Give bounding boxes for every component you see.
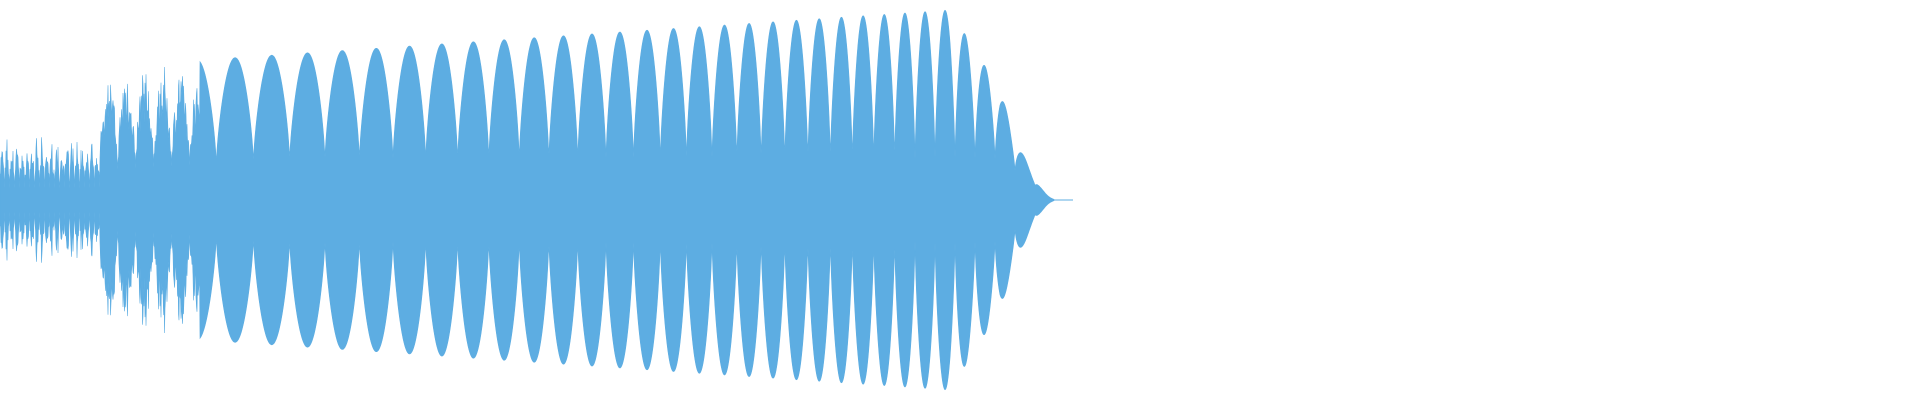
waveform bbox=[0, 9, 1056, 391]
